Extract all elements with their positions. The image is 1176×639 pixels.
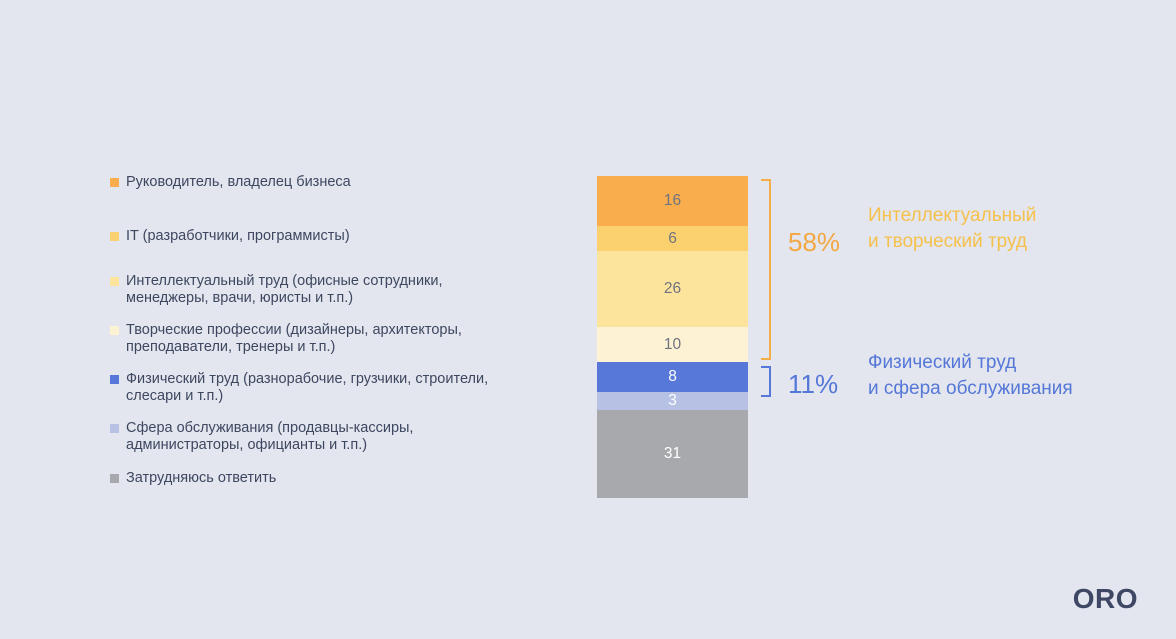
group-label-line: Физический труд	[868, 352, 1017, 373]
bar-segment: 31	[597, 409, 748, 498]
bar-segment: 6	[597, 226, 748, 252]
legend-label: IT (разработчики, программисты)	[126, 228, 350, 244]
bar-segment-value: 6	[668, 229, 677, 247]
bar-segment-value: 8	[668, 368, 677, 386]
bar-segment-value: 26	[663, 280, 682, 298]
group-percent-physical: 11%	[788, 369, 839, 399]
legend-label: Физический труд (разнорабочие, грузчики,…	[126, 371, 489, 404]
bracket-physical-group	[761, 366, 771, 397]
bar-segment: 26	[597, 251, 748, 327]
legend-label: Творческие профессии (дизайнеры, архитек…	[126, 322, 462, 355]
legend-label: Руководитель, владелец бизнеса	[126, 174, 351, 190]
legend-swatch	[110, 232, 119, 241]
legend-swatch	[110, 326, 119, 335]
group-label-intellectual: Интеллектуальный и творческий труд	[868, 203, 1036, 255]
bar-segment: 16	[597, 176, 748, 227]
group-label-line: и сфера обслуживания	[868, 378, 1073, 399]
legend-item: Творческие профессии (дизайнеры, архитек…	[110, 322, 540, 356]
bracket-intellectual-group	[761, 179, 771, 360]
bar-segment-value: 10	[663, 335, 682, 353]
legend-item: Интеллектуальный труд (офисные сотрудник…	[110, 273, 540, 307]
group-label-line: и творческий труд	[868, 231, 1027, 252]
legend-item: Физический труд (разнорабочие, грузчики,…	[110, 371, 540, 405]
bar-segment-value: 31	[663, 444, 682, 462]
bar-segment: 8	[597, 362, 748, 393]
group-percent-intellectual: 58%	[788, 227, 841, 257]
legend-swatch	[110, 277, 119, 286]
bar-segment-value: 3	[668, 392, 677, 410]
stacked-bar: 16 6 26 10 8 3 31	[597, 176, 748, 498]
legend-item: Затрудняюсь ответить	[110, 470, 540, 487]
legend-swatch	[110, 424, 119, 433]
oro-logo: ORO	[1072, 583, 1138, 614]
bar-segment: 10	[597, 326, 748, 363]
group-label-physical: Физический труд и сфера обслуживания	[868, 350, 1073, 402]
legend-label: Интеллектуальный труд (офисные сотрудник…	[126, 273, 443, 306]
legend-item: Руководитель, владелец бизнеса	[110, 174, 540, 191]
legend-item: Сфера обслуживания (продавцы-кассиры, ад…	[110, 420, 540, 454]
group-label-line: Интеллектуальный	[868, 205, 1037, 226]
legend-label: Затрудняюсь ответить	[126, 470, 277, 486]
legend-swatch	[110, 178, 119, 187]
legend-swatch	[110, 474, 119, 483]
legend-item: IT (разработчики, программисты)	[110, 228, 540, 245]
legend-swatch	[110, 375, 119, 384]
bar-segment-value: 16	[663, 192, 682, 210]
legend-label: Сфера обслуживания (продавцы-кассиры, ад…	[126, 420, 414, 453]
bar-segment: 3	[597, 392, 748, 410]
